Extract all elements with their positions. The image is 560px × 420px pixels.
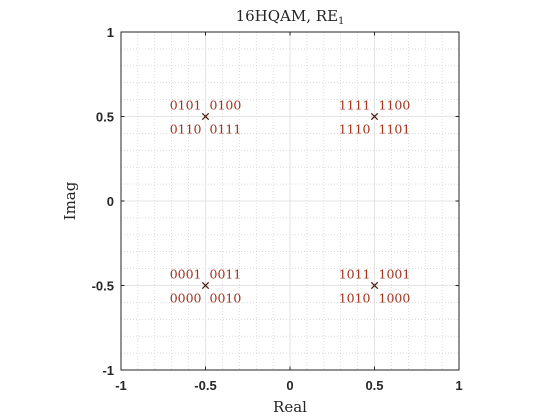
- constellation-point: 1111 1100 1110 1101: [339, 98, 411, 137]
- point-label: 1100: [379, 98, 411, 113]
- point-marker-stroke: [370, 112, 379, 121]
- x-tick-label: -0.5: [194, 378, 216, 393]
- y-tick-label: -0.5: [92, 279, 114, 294]
- point-label: 1110: [339, 122, 371, 137]
- y-tick-label: 0.5: [96, 110, 114, 125]
- point-marker-stroke: [201, 112, 210, 121]
- x-tick-label: 0.5: [365, 378, 383, 393]
- point-label: 0110: [170, 122, 202, 137]
- chart-title-main: 16HQAM, RE: [236, 7, 338, 25]
- point-label: 1101: [379, 122, 411, 137]
- constellation-point: 0001 0011 0000 0010: [170, 267, 242, 306]
- point-label: 0011: [210, 267, 242, 282]
- x-axis-label: Real: [273, 398, 307, 416]
- point-label: 0100: [210, 98, 242, 113]
- point-label: 1000: [379, 291, 411, 306]
- chart-title-subscript: 1: [338, 16, 344, 27]
- point-label: 1010: [339, 291, 371, 306]
- major-grid: [121, 32, 459, 370]
- point-label: 0010: [210, 291, 242, 306]
- constellation-point: 1011 1001 1010 1000: [339, 267, 411, 306]
- point-label: 1011: [339, 267, 371, 282]
- point-marker-stroke: [201, 281, 210, 290]
- constellation-point: 0101 0100 0110 0111: [170, 98, 242, 137]
- point-label: 1111: [339, 98, 371, 113]
- y-tick-label: -1: [102, 363, 114, 378]
- axis-ticks: [120, 31, 460, 371]
- x-tick-label: 1: [455, 378, 462, 393]
- tick-labels: -1 -0.5 0 0.5 1 -1 -0.5 0 0.5 1: [92, 25, 463, 393]
- constellation-points: 0101 0100 0110 0111 1111 1100 1110 1101 0001 0011…: [170, 98, 411, 306]
- point-label: 0000: [170, 291, 202, 306]
- x-tick-label: -1: [115, 378, 127, 393]
- point-marker-stroke: [370, 281, 379, 290]
- x-tick-label: 0: [286, 378, 293, 393]
- y-axis-label: Imag: [61, 181, 79, 220]
- point-label: 0001: [170, 267, 202, 282]
- point-label: 1001: [379, 267, 411, 282]
- y-tick-label: 1: [107, 25, 114, 40]
- point-label: 0111: [210, 122, 242, 137]
- chart-title: 16HQAM, RE1: [236, 7, 345, 27]
- y-tick-label: 0: [107, 194, 114, 209]
- point-label: 0101: [170, 98, 202, 113]
